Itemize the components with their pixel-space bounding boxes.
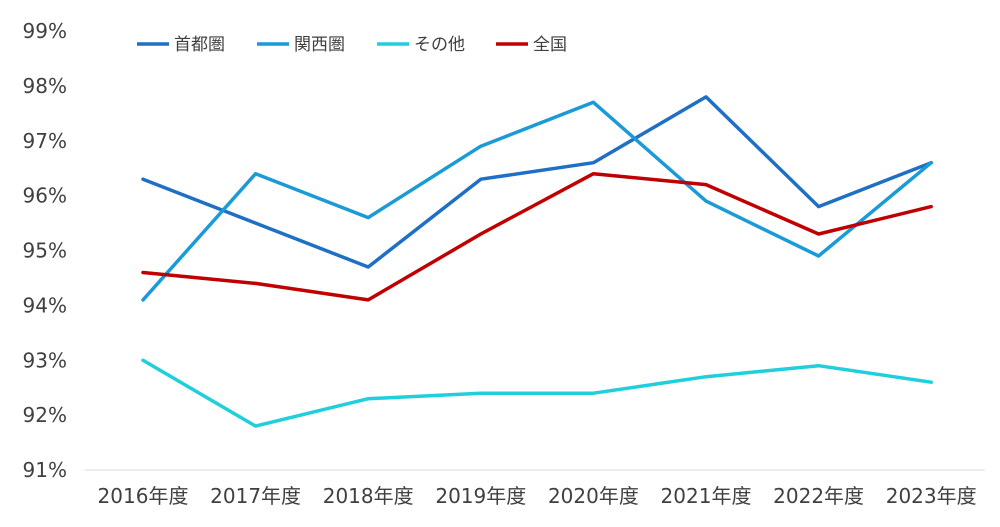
y-tick-label: 95%	[23, 239, 67, 263]
y-tick-label: 99%	[23, 19, 67, 43]
legend-item: 全国	[496, 35, 567, 55]
legend-label: 全国	[533, 35, 567, 55]
series-line	[143, 174, 931, 300]
x-tick-label: 2023年度	[886, 484, 977, 508]
legend-label: 関西圏	[294, 35, 345, 55]
x-tick-label: 2021年度	[661, 484, 752, 508]
y-axis-tick-labels: 91% 92% 93% 94% 95% 96% 97% 98% 99%	[23, 19, 67, 482]
y-tick-label: 94%	[23, 293, 67, 317]
series-lines	[143, 97, 931, 426]
line-chart: 91% 92% 93% 94% 95% 96% 97% 98% 99% 2016年度 2017年度…	[0, 0, 1000, 527]
y-tick-label: 91%	[23, 458, 67, 482]
legend-label: その他	[414, 35, 465, 55]
y-tick-label: 97%	[23, 129, 67, 153]
x-axis-tick-labels: 2016年度 2017年度 2018年度 2019年度 2020年度 2021年度 2022…	[98, 484, 977, 508]
y-tick-label: 98%	[23, 74, 67, 98]
x-tick-label: 2018年度	[323, 484, 414, 508]
legend-item: 首都圏	[137, 35, 225, 55]
x-tick-label: 2020年度	[548, 484, 639, 508]
legend-item: その他	[377, 35, 465, 55]
series-line	[143, 360, 931, 426]
x-tick-label: 2016年度	[98, 484, 189, 508]
legend: 首都圏 関西圏 その他 全国	[137, 35, 567, 55]
x-tick-label: 2017年度	[210, 484, 301, 508]
legend-item: 関西圏	[257, 35, 345, 55]
x-tick-label: 2019年度	[435, 484, 526, 508]
x-tick-label: 2022年度	[773, 484, 864, 508]
y-tick-label: 92%	[23, 403, 67, 427]
legend-label: 首都圏	[174, 35, 225, 55]
y-tick-label: 96%	[23, 184, 67, 208]
y-tick-label: 93%	[23, 348, 67, 372]
